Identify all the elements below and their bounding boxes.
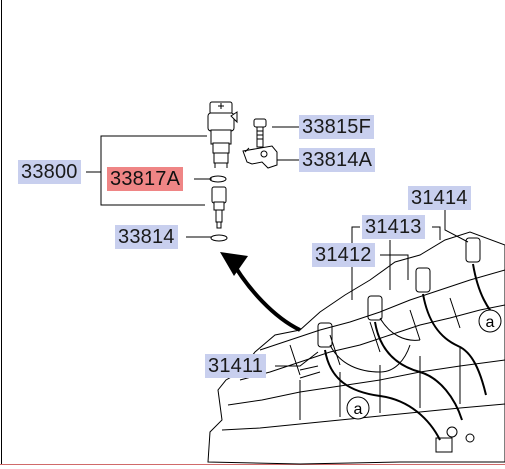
callout-31412[interactable]: 31412 — [312, 243, 375, 267]
callout-33815F[interactable]: 33815F — [299, 115, 375, 139]
oring-33817A — [209, 175, 227, 183]
marker-a-upper-shape — [478, 309, 502, 333]
leader-31413-b — [351, 226, 360, 300]
callout-33814[interactable]: 33814 — [115, 225, 178, 249]
leader-31412 — [380, 254, 409, 280]
frame-border-bottom — [0, 464, 505, 465]
bracket-33800 — [100, 135, 207, 206]
callout-31414[interactable]: 31414 — [408, 186, 471, 210]
leader-31414 — [444, 210, 469, 243]
callout-33800[interactable]: 33800 — [18, 160, 81, 184]
arrow-head — [220, 252, 248, 276]
bolt-33815F — [253, 118, 267, 148]
clamp-33814A — [242, 145, 278, 169]
callout-31413[interactable]: 31413 — [362, 215, 425, 239]
injector-drawing — [207, 101, 238, 168]
engine-drawing — [207, 231, 505, 465]
callout-33817A[interactable]: 33817A — [107, 167, 184, 191]
callout-33814A[interactable]: 33814A — [299, 148, 376, 172]
washer-33814 — [210, 234, 228, 242]
leader-31411 — [275, 351, 319, 367]
marker-a-upper: a — [486, 314, 495, 331]
engine-leaders — [275, 210, 469, 367]
callout-31411[interactable]: 31411 — [205, 354, 267, 378]
leader-31413-a — [432, 226, 441, 240]
nozzle-drawing — [211, 186, 227, 229]
marker-a-lower: a — [354, 401, 363, 418]
frame-border-left — [1, 0, 2, 465]
arrow-shaft — [228, 257, 301, 332]
marker-a-lower-shape — [346, 396, 370, 420]
